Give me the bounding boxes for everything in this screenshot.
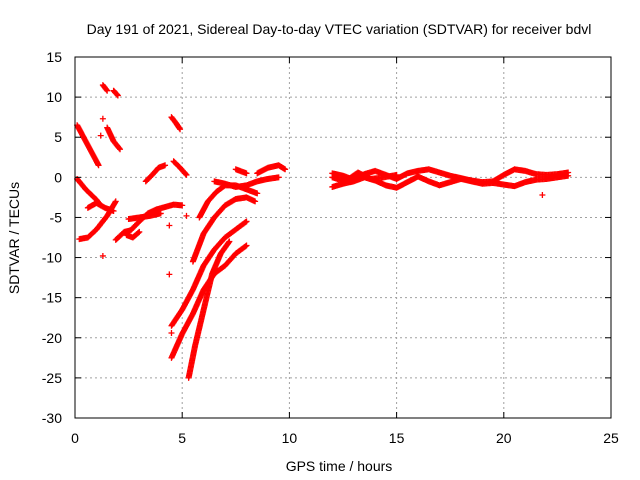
y-tick-label: 0 [54, 169, 62, 185]
series-arc-i [125, 210, 164, 223]
data-point [282, 166, 289, 173]
data-point [226, 238, 233, 245]
data-point [114, 91, 121, 98]
data-point [104, 87, 111, 94]
data-point [242, 219, 249, 226]
x-tick-label: 0 [71, 430, 79, 446]
data-point [179, 202, 186, 209]
data-point [117, 146, 124, 153]
series-arc-t [232, 166, 250, 177]
data-point [99, 115, 106, 122]
data-point [177, 126, 184, 133]
x-tick-label: 25 [603, 430, 619, 446]
series-arc-x [329, 169, 400, 185]
data-point [95, 162, 102, 169]
data-point [275, 174, 282, 181]
chart-title: Day 191 of 2021, Sidereal Day-to-day VTE… [87, 21, 592, 37]
data-point [97, 132, 104, 139]
data-point [243, 218, 250, 225]
data-point [565, 172, 572, 179]
data-point [242, 243, 249, 250]
series-arc-k [142, 162, 169, 185]
data-point [103, 86, 110, 93]
series-arc-g [104, 124, 124, 153]
series-arc-j [123, 228, 143, 241]
data-point [166, 222, 173, 229]
data-point [136, 228, 143, 235]
data-point [243, 242, 250, 249]
series-arc-o [168, 218, 250, 329]
axis-ticks: 0 5 10 15 20 25 -30 -25 -20 -15 -10 -5 0 5 10 15 [42, 49, 619, 446]
grid-lines [75, 57, 611, 418]
data-point [162, 162, 169, 169]
data-point [539, 191, 546, 198]
data-point [254, 190, 261, 197]
series-arc-l [168, 114, 184, 133]
series-arc-d [84, 200, 117, 215]
series-arc-q [189, 194, 259, 265]
y-axis-label: SDTVAR / TECUs [6, 182, 22, 294]
x-axis-label: GPS time / hours [286, 458, 393, 474]
data-point [135, 229, 142, 236]
data-point [112, 198, 119, 205]
data-point [393, 171, 400, 178]
plot-frame [74, 56, 612, 419]
series-arc-h [112, 201, 186, 243]
series-arc-s [211, 174, 282, 190]
y-tick-label: 5 [54, 129, 62, 145]
series-arc-f [110, 87, 121, 99]
data-point [252, 198, 259, 205]
series-outliers [97, 115, 546, 336]
series-arc-c [76, 198, 119, 243]
y-tick-label: -5 [50, 209, 63, 225]
data-point [110, 208, 117, 215]
x-tick-label: 10 [282, 430, 298, 446]
series-arc-a [74, 122, 102, 169]
series-arc-r [196, 182, 261, 221]
x-tick-label: 20 [496, 430, 512, 446]
data-point [183, 212, 190, 219]
data-point [116, 145, 123, 152]
y-tick-label: -25 [42, 370, 62, 386]
y-tick-label: -30 [42, 410, 62, 426]
y-tick-label: 15 [46, 49, 62, 65]
data-point [166, 271, 173, 278]
series-arc-m [170, 158, 190, 178]
y-tick-label: -20 [42, 330, 62, 346]
series-arc-e [99, 82, 111, 94]
data-point [182, 171, 189, 178]
series-arc-u [254, 162, 289, 177]
x-tick-label: 5 [178, 430, 186, 446]
data-point [243, 170, 250, 177]
series-arc-p [185, 238, 233, 381]
data-point [157, 210, 164, 217]
y-tick-label: -10 [42, 250, 62, 266]
y-tick-label: -15 [42, 290, 62, 306]
data-point [168, 329, 175, 336]
data-point [183, 171, 190, 178]
y-tick-label: 10 [46, 89, 62, 105]
data-point [114, 92, 121, 99]
series-arc-w [329, 172, 572, 191]
data-points [74, 82, 572, 381]
data-point [99, 252, 106, 259]
data-point [225, 239, 232, 246]
x-tick-label: 15 [389, 430, 405, 446]
